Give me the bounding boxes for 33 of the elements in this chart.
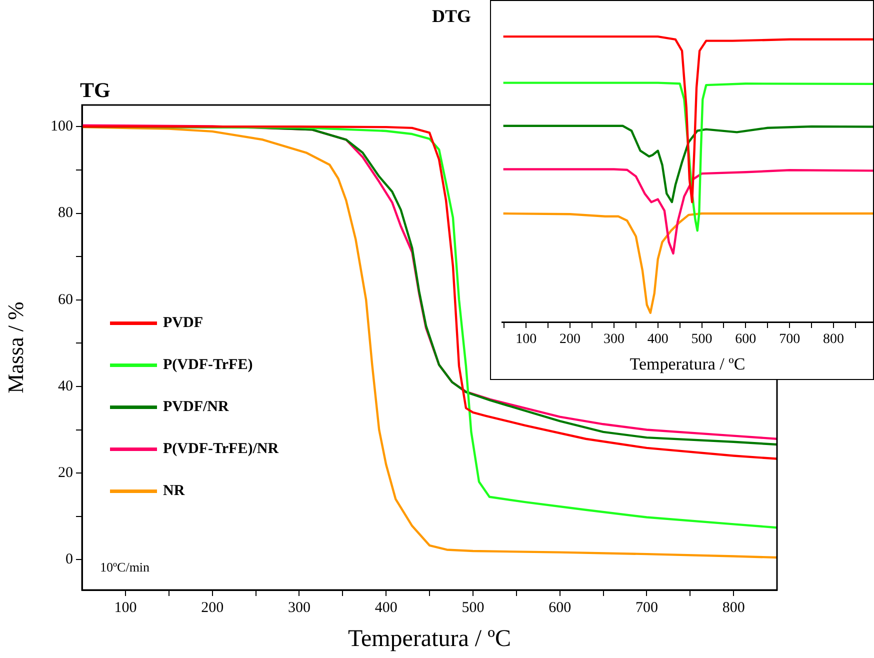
- x-axis-title: Temperatura / ºC: [630, 354, 746, 374]
- x-tick-label: 600: [548, 600, 572, 616]
- chart-title: DTG: [432, 6, 472, 27]
- x-tick-label: 200: [201, 600, 224, 616]
- x-tick-label: 300: [288, 600, 310, 616]
- y-tick-label: 20: [58, 465, 73, 482]
- x-tick-label: 200: [560, 332, 581, 348]
- chart-title: TG: [80, 78, 110, 103]
- y-axis-title: Massa / %: [2, 302, 28, 394]
- x-tick-label: 800: [722, 600, 745, 616]
- x-tick-label: 600: [735, 332, 756, 348]
- x-tick-label: 700: [635, 600, 658, 616]
- x-axis-title: Temperatura / ºC: [348, 626, 512, 652]
- x-tick-label: 400: [374, 600, 398, 616]
- legend-label: PVDF: [163, 315, 203, 332]
- x-tick-label: 800: [822, 332, 844, 348]
- legend-label: P(VDF-TrFE)/NR: [163, 441, 279, 458]
- y-tick-label: 80: [58, 205, 73, 222]
- x-tick-label: 300: [603, 332, 624, 348]
- y-tick-label: 0: [66, 552, 73, 568]
- y-tick-label: 100: [50, 118, 73, 135]
- legend-label: NR: [163, 483, 185, 500]
- y-tick-label: 40: [58, 378, 73, 394]
- x-tick-label: 100: [516, 332, 537, 348]
- y-tick-label: 60: [58, 292, 73, 308]
- x-tick-label: 700: [779, 332, 800, 348]
- legend-label: P(VDF-TrFE): [163, 357, 253, 374]
- legend-label: PVDF/NR: [163, 399, 229, 416]
- x-tick-label: 500: [462, 600, 484, 616]
- x-tick-label: 100: [114, 600, 137, 616]
- x-tick-label: 400: [647, 332, 668, 348]
- annotation: 10ºC/min: [100, 559, 150, 574]
- x-tick-label: 500: [691, 332, 712, 348]
